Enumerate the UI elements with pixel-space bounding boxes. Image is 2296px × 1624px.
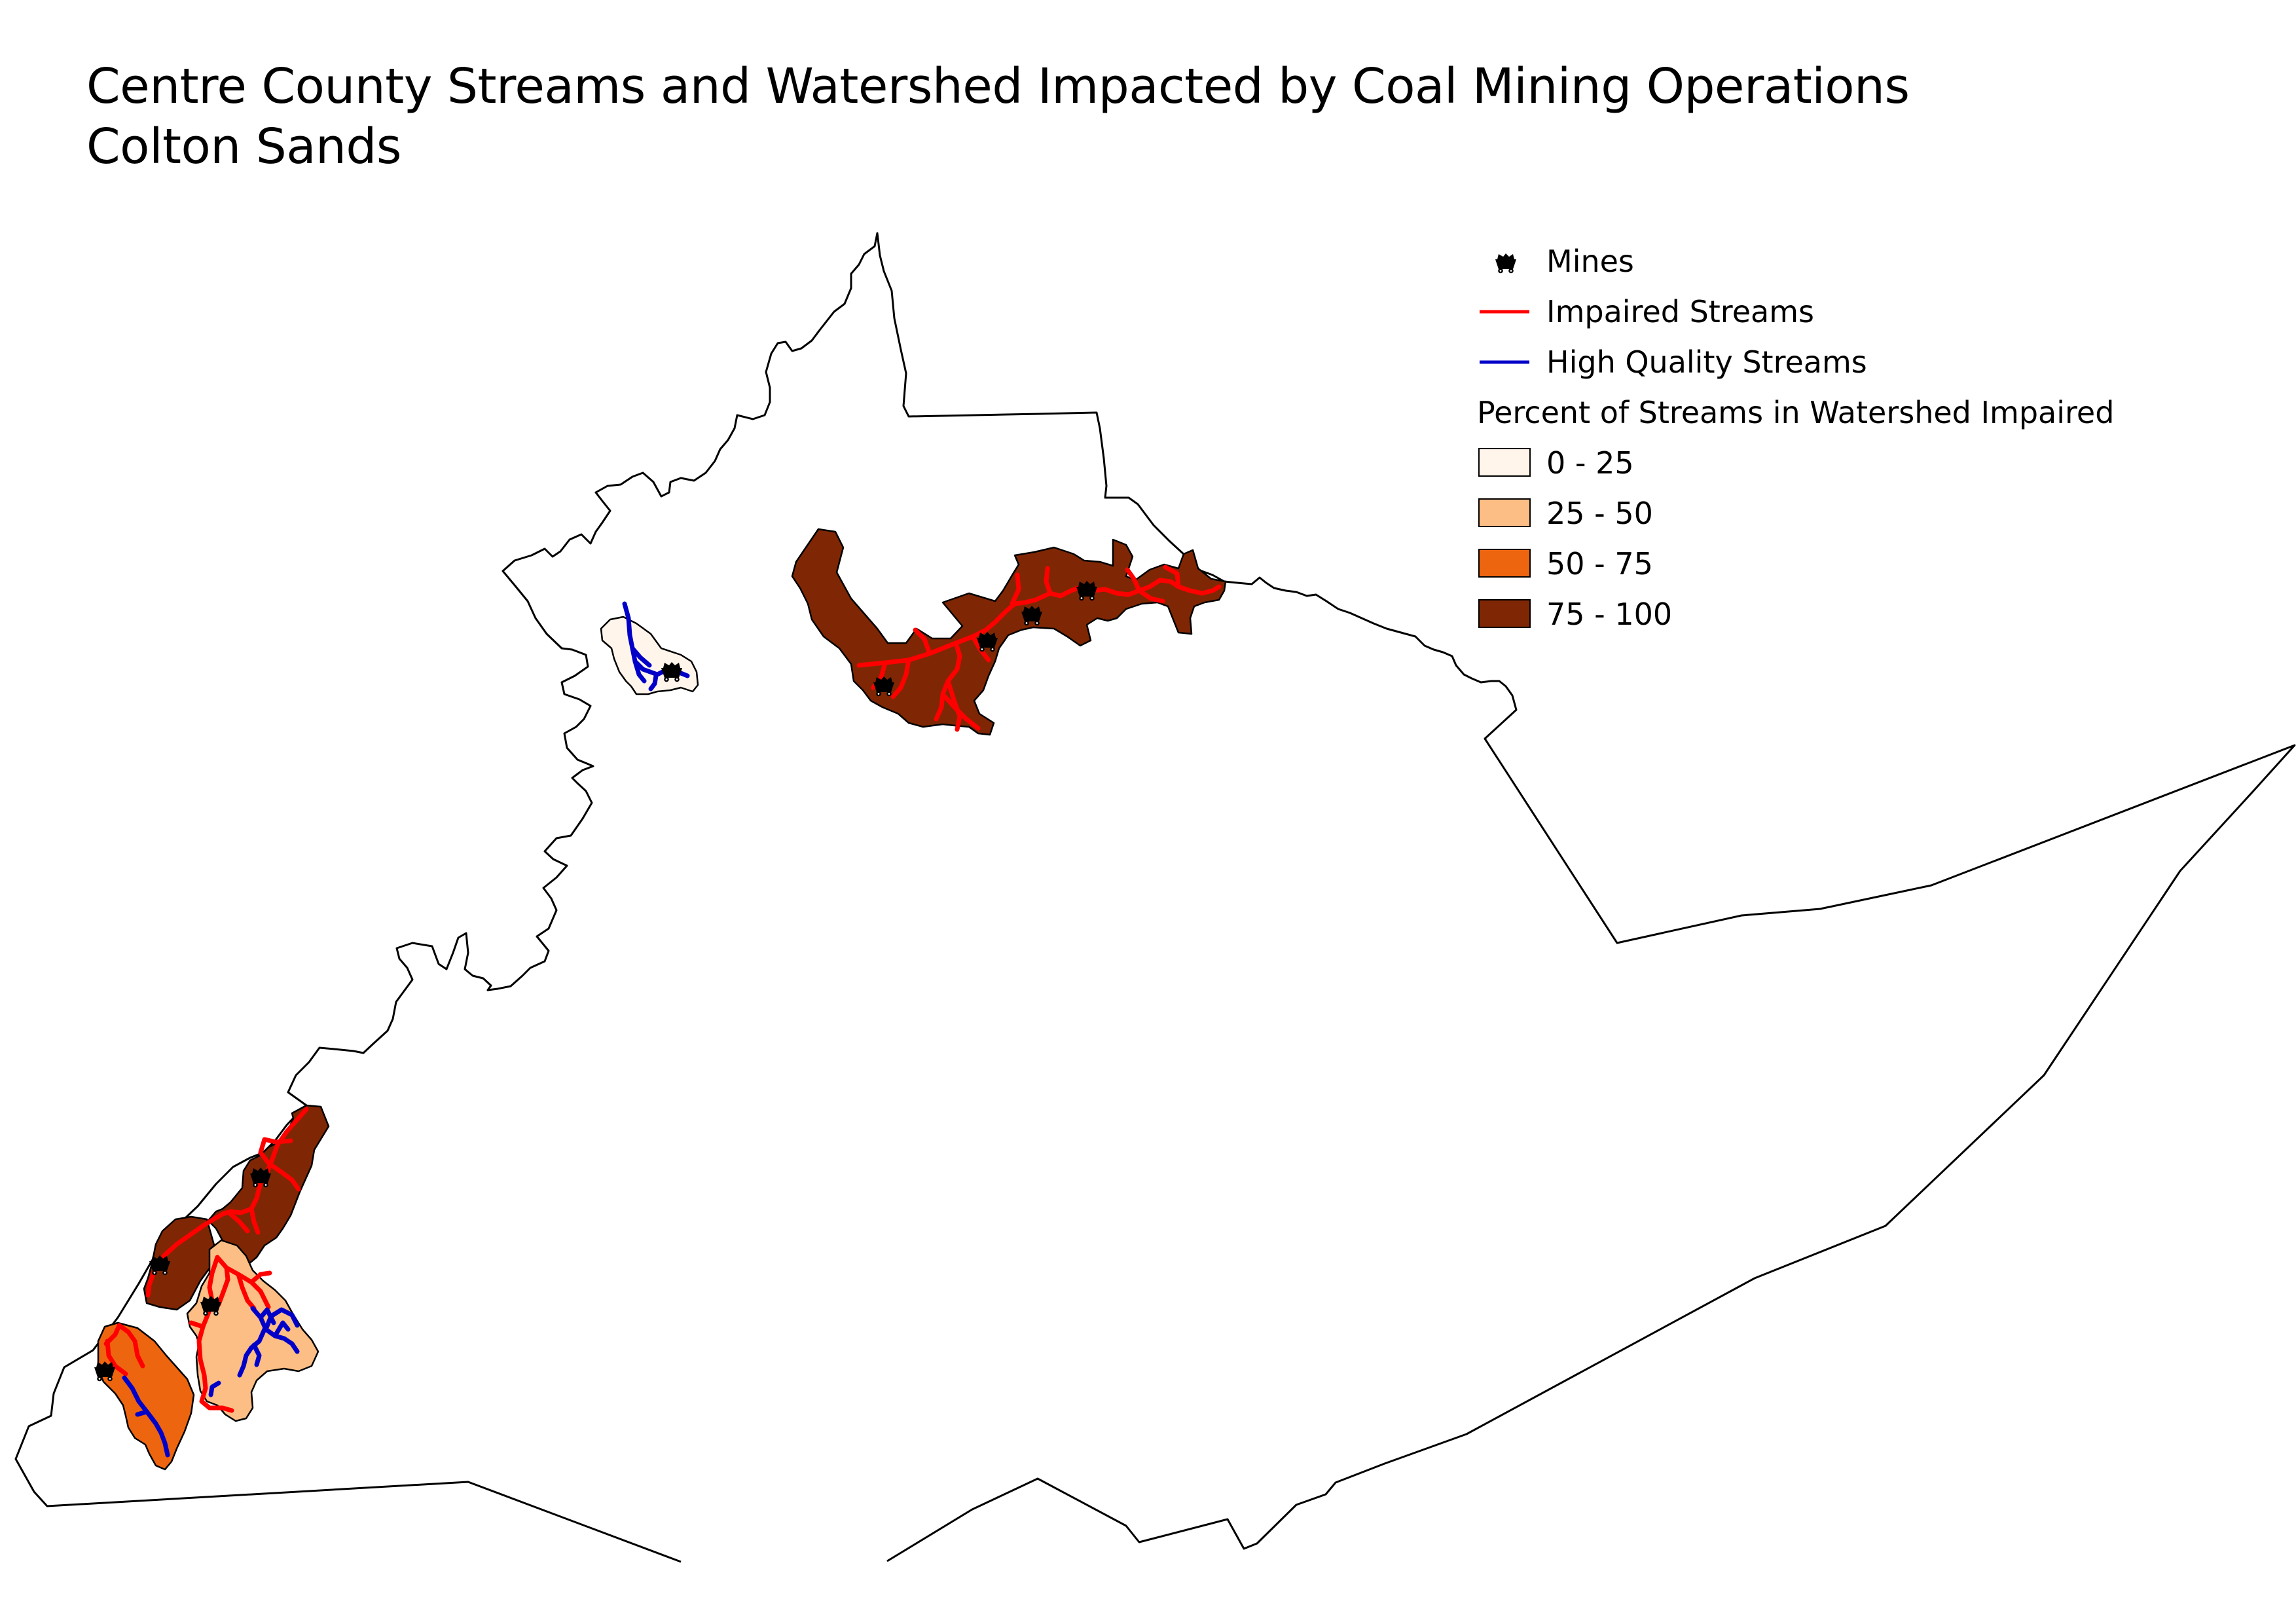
legend-swatch-50-75 [1478, 549, 1531, 578]
high-quality-streams [122, 601, 690, 1458]
legend-swatch-75-100 [1478, 599, 1531, 628]
map-title: Centre County Streams and Watershed Impa… [86, 58, 1910, 115]
impaired-streams [103, 564, 1222, 1413]
watershed-25-50 [186, 1239, 319, 1422]
watershed-0-25 [600, 616, 699, 695]
legend-swatch-25-50 [1478, 498, 1531, 527]
red-line-symbol [1480, 310, 1529, 314]
legend-label-impaired-streams: Impaired Streams [1546, 294, 1814, 329]
county-boundary [14, 232, 2296, 1563]
legend-choropleth-title: Percent of Streams in Watershed Impaired [1477, 395, 2115, 430]
blue-line-symbol [1480, 360, 1529, 364]
legend-label-25-50: 25 - 50 [1546, 496, 1653, 531]
legend-label-mines: Mines [1546, 244, 1634, 279]
legend-label-high-quality-streams: High Quality Streams [1546, 344, 1867, 380]
legend-label-0-25: 0 - 25 [1546, 445, 1634, 481]
map-author: Colton Sands [86, 119, 401, 175]
watershed-50-75 [97, 1321, 195, 1471]
mine-cart-icon [1495, 253, 1516, 274]
legend-swatch-0-25 [1478, 448, 1531, 477]
map-title-block: Centre County Streams and Watershed Impa… [86, 56, 1910, 177]
legend-label-50-75: 50 - 75 [1546, 546, 1653, 581]
watersheds-75-100 [143, 528, 1227, 1311]
legend-label-75-100: 75 - 100 [1546, 597, 1673, 632]
